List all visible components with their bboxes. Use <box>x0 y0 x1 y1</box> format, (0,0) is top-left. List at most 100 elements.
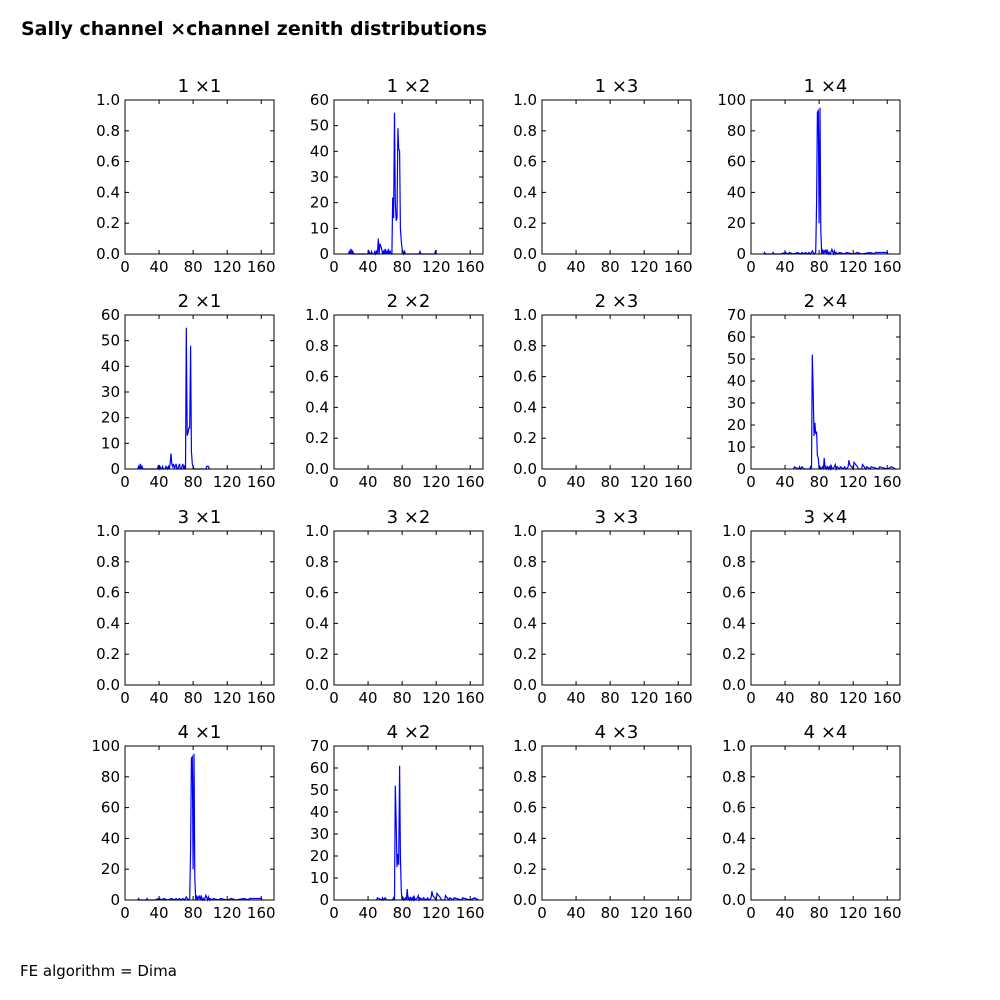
subplot-title: 2 ×4 <box>804 291 848 312</box>
subplot-title: 1 ×4 <box>804 76 848 97</box>
y-tick-label: 60 <box>310 91 329 109</box>
y-tick-label: 1.0 <box>305 306 329 324</box>
y-tick-label: 0.4 <box>305 398 329 416</box>
y-tick-label: 40 <box>101 357 120 375</box>
axes-frame <box>750 99 901 255</box>
x-tick-label: 120 <box>213 473 242 491</box>
y-tick-label: 0.6 <box>305 584 329 602</box>
y-tick-label: 0.0 <box>96 676 120 694</box>
x-tick-label: 80 <box>393 473 412 491</box>
x-tick-label: 0 <box>746 904 756 922</box>
series-line <box>763 107 889 257</box>
subplot-title: 1 ×2 <box>387 76 431 97</box>
y-tick-label: 0.4 <box>513 183 537 201</box>
x-tick-label: 160 <box>247 689 276 707</box>
x-tick-label: 40 <box>776 904 795 922</box>
y-tick-label: 30 <box>727 394 746 412</box>
axes-frame <box>541 530 692 686</box>
figure-footer: FE algorithm = Dima <box>20 962 177 980</box>
y-tick-label: 0.6 <box>513 799 537 817</box>
y-tick-label: 60 <box>727 153 746 171</box>
axes-frame <box>333 530 484 686</box>
y-tick-label: 100 <box>91 737 120 755</box>
x-tick-label: 0 <box>746 473 756 491</box>
x-tick-label: 160 <box>456 904 485 922</box>
axes-frame <box>541 745 692 901</box>
axes-frame <box>750 314 901 470</box>
subplot: 3 ×1 0 40 80 120 160 0.0 0.2 0.4 0.6 0.8 1.0 <box>96 507 275 707</box>
x-tick-label: 80 <box>184 473 203 491</box>
x-tick-label: 120 <box>630 258 659 276</box>
x-tick-label: 40 <box>359 473 378 491</box>
y-tick-label: 60 <box>101 306 120 324</box>
x-tick-label: 160 <box>873 258 902 276</box>
y-tick-label: 0.2 <box>96 645 120 663</box>
y-tick-label: 0.2 <box>513 429 537 447</box>
x-tick-label: 80 <box>810 904 829 922</box>
x-tick-label: 80 <box>601 904 620 922</box>
y-tick-label: 10 <box>310 219 329 237</box>
y-tick-label: 0.6 <box>513 368 537 386</box>
y-tick-label: 1.0 <box>722 737 746 755</box>
y-tick-label: 0.6 <box>96 584 120 602</box>
x-tick-label: 0 <box>537 904 547 922</box>
x-tick-label: 160 <box>456 689 485 707</box>
y-tick-label: 0.2 <box>96 214 120 232</box>
y-tick-label: 50 <box>310 117 329 135</box>
x-tick-label: 40 <box>567 473 586 491</box>
y-tick-label: 40 <box>310 803 329 821</box>
subplot-title: 4 ×3 <box>595 722 639 743</box>
x-tick-label: 120 <box>839 904 868 922</box>
x-tick-label: 160 <box>664 473 693 491</box>
x-tick-label: 120 <box>839 689 868 707</box>
subplot-title: 1 ×1 <box>178 76 222 97</box>
y-tick-label: 60 <box>727 328 746 346</box>
subplot: 3 ×3 0 40 80 120 160 0.0 0.2 0.4 0.6 0.8 1.0 <box>513 507 692 707</box>
y-tick-label: 10 <box>101 434 120 452</box>
subplot: 4 ×1 0 40 80 120 160 0 20 40 60 80 100 <box>91 722 275 922</box>
y-tick-label: 0.8 <box>513 768 537 786</box>
x-tick-label: 0 <box>329 689 339 707</box>
x-tick-label: 120 <box>839 473 868 491</box>
y-tick-label: 0.8 <box>305 553 329 571</box>
y-tick-label: 0.4 <box>96 614 120 632</box>
subplot: 4 ×4 0 40 80 120 160 0.0 0.2 0.4 0.6 0.8 1.0 <box>722 722 901 922</box>
x-tick-label: 160 <box>456 473 485 491</box>
x-tick-label: 0 <box>120 904 130 922</box>
x-tick-label: 0 <box>537 689 547 707</box>
y-tick-label: 0.0 <box>722 891 746 909</box>
x-tick-label: 40 <box>150 689 169 707</box>
series-line <box>137 753 263 903</box>
y-tick-label: 100 <box>717 91 746 109</box>
x-tick-label: 160 <box>247 473 276 491</box>
x-tick-label: 0 <box>537 258 547 276</box>
subplot: 2 ×3 0 40 80 120 160 0.0 0.2 0.4 0.6 0.8 1.0 <box>513 291 692 491</box>
x-tick-label: 80 <box>393 258 412 276</box>
y-tick-label: 0.6 <box>722 584 746 602</box>
y-tick-label: 0 <box>110 891 120 909</box>
axes-frame <box>541 99 692 255</box>
x-tick-label: 120 <box>422 689 451 707</box>
y-tick-label: 20 <box>727 214 746 232</box>
x-tick-label: 160 <box>664 258 693 276</box>
subplot: 2 ×1 0 40 80 120 160 0 10 20 30 40 50 60 <box>101 291 276 491</box>
x-tick-label: 0 <box>120 473 130 491</box>
subplot: 1 ×1 0 40 80 120 160 0.0 0.2 0.4 0.6 0.8 1.0 <box>96 76 275 276</box>
subplot-title: 3 ×1 <box>178 507 222 528</box>
x-tick-label: 120 <box>422 258 451 276</box>
y-tick-label: 0.8 <box>513 337 537 355</box>
y-tick-label: 50 <box>101 332 120 350</box>
figure-title: Sally channel ×channel zenith distributi… <box>21 18 488 40</box>
axes-frame <box>124 530 275 686</box>
axes-frame <box>124 99 275 255</box>
x-tick-label: 120 <box>213 258 242 276</box>
y-tick-label: 70 <box>310 737 329 755</box>
x-tick-label: 160 <box>873 473 902 491</box>
x-tick-label: 160 <box>664 689 693 707</box>
subplot: 1 ×2 0 40 80 120 160 0 10 20 30 40 50 60 <box>310 76 485 276</box>
y-tick-label: 30 <box>101 383 120 401</box>
y-tick-label: 0 <box>319 245 329 263</box>
y-tick-label: 50 <box>310 781 329 799</box>
x-tick-label: 40 <box>359 258 378 276</box>
